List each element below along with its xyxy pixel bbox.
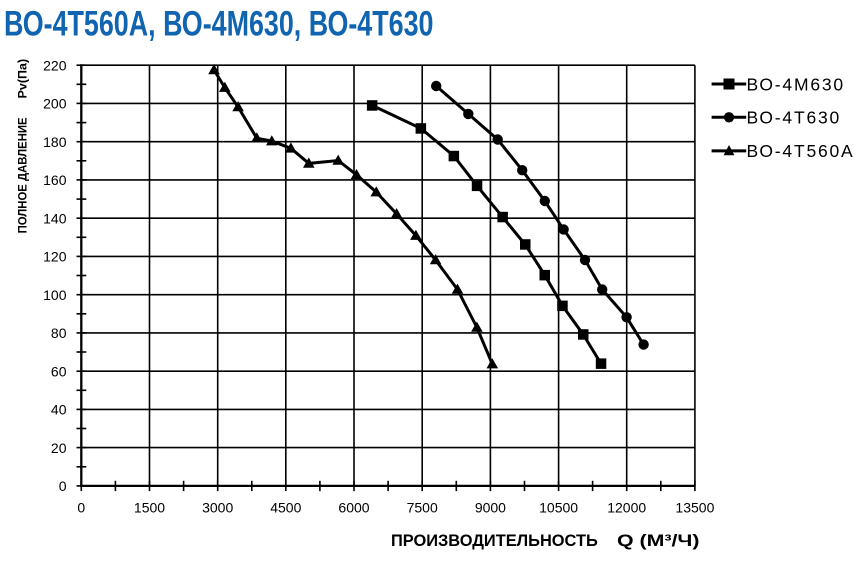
- svg-text:ВО-4М630: ВО-4М630: [747, 74, 845, 94]
- svg-text:ВО-4Т630: ВО-4Т630: [747, 108, 842, 128]
- svg-text:ВО-4Т560А, ВО-4М630, ВО-4Т630: ВО-4Т560А, ВО-4М630, ВО-4Т630: [4, 4, 433, 43]
- svg-text:60: 60: [51, 363, 67, 379]
- svg-text:180: 180: [43, 134, 67, 150]
- svg-text:10500: 10500: [539, 500, 578, 516]
- svg-text:4500: 4500: [270, 500, 301, 516]
- svg-text:140: 140: [43, 210, 67, 226]
- svg-text:160: 160: [43, 172, 67, 188]
- svg-text:200: 200: [43, 96, 67, 112]
- svg-text:6000: 6000: [338, 500, 369, 516]
- svg-text:9000: 9000: [475, 500, 506, 516]
- svg-text:Pv(Па): Pv(Па): [16, 59, 30, 99]
- svg-text:13500: 13500: [675, 500, 714, 516]
- svg-text:0: 0: [59, 478, 67, 494]
- svg-text:80: 80: [51, 325, 67, 341]
- svg-text:Q (М³/Ч): Q (М³/Ч): [617, 532, 700, 550]
- svg-text:0: 0: [77, 500, 85, 516]
- svg-text:40: 40: [51, 402, 67, 418]
- svg-text:1500: 1500: [134, 500, 165, 516]
- svg-text:ВО-4Т560А: ВО-4Т560А: [747, 141, 855, 161]
- svg-text:7500: 7500: [407, 500, 438, 516]
- svg-text:220: 220: [43, 57, 67, 73]
- svg-text:3000: 3000: [202, 500, 233, 516]
- svg-text:100: 100: [43, 287, 67, 303]
- svg-text:20: 20: [51, 440, 67, 456]
- svg-text:120: 120: [43, 249, 67, 265]
- svg-text:ПОЛНОЕ ДАВЛЕНИЕ: ПОЛНОЕ ДАВЛЕНИЕ: [16, 117, 30, 233]
- svg-text:12000: 12000: [607, 500, 646, 516]
- svg-text:ПРОИЗВОДИТЕЛЬНОСТЬ: ПРОИЗВОДИТЕЛЬНОСТЬ: [391, 532, 598, 550]
